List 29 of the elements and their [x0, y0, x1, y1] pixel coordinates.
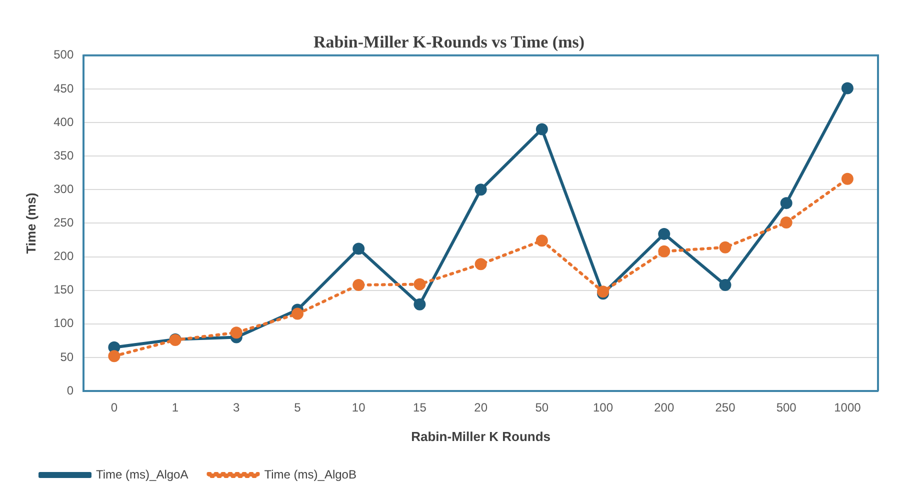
y-tick-label: 300 [54, 182, 74, 196]
x-tick-label: 15 [413, 400, 427, 415]
y-tick-label: 0 [66, 383, 74, 398]
y-tick-label: 350 [54, 148, 74, 162]
x-tick-label: 100 [593, 400, 614, 415]
x-tick-label: 3 [233, 400, 240, 415]
x-tick-label: 50 [535, 400, 549, 415]
x-tick-label: 1 [172, 400, 179, 415]
x-tick-label: 200 [654, 400, 674, 415]
x-tick-label: 250 [715, 400, 736, 415]
y-tick-label: 50 [60, 350, 74, 364]
chart-title: Rabin-Miller K-Rounds vs Time (ms) [313, 32, 585, 52]
x-tick-label: 10 [352, 400, 366, 415]
y-tick-label: 150 [54, 282, 74, 297]
y-tick-label: 450 [54, 81, 74, 96]
y-axis-title: Time (ms) [23, 192, 38, 254]
x-axis-title: Rabin-Miller K Rounds [411, 428, 551, 444]
x-tick-label: 5 [294, 400, 302, 415]
x-tick-label: 0 [110, 400, 118, 415]
legend-label: Time (ms)_AlgoB [264, 467, 356, 482]
y-tick-label: 250 [54, 216, 74, 230]
y-tick-label: 200 [54, 249, 74, 264]
x-tick-label: 1000 [834, 400, 862, 415]
y-tick-label: 500 [54, 48, 74, 62]
x-tick-label: 20 [474, 400, 488, 415]
y-tick-label: 100 [54, 316, 74, 330]
x-tick-label: 500 [776, 400, 797, 415]
y-tick-label: 400 [54, 114, 74, 129]
legend-label: Time (ms)_AlgoA [96, 467, 188, 482]
